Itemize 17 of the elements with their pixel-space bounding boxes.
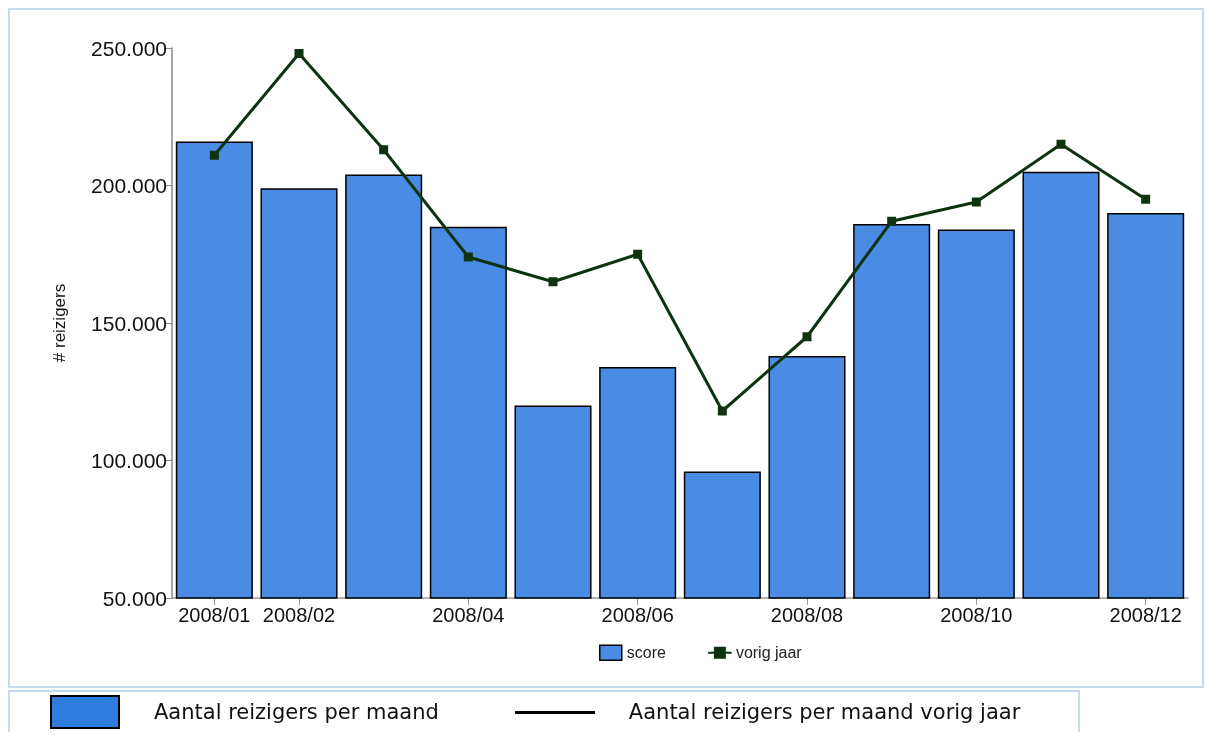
y-tick-label: 100.000 [91,449,167,472]
x-tick-label: 2008/02 [262,604,336,626]
x-tick-label: 2008/08 [770,604,844,626]
y-tick-label: 50.000 [102,586,167,610]
x-tick-label: 2008/01 [178,604,251,626]
x-tick-label: 2008/12 [1109,604,1182,626]
legend-label: score [626,644,666,662]
x-tick-label: 2008/10 [940,604,1013,626]
x-tick-label: 2008/04 [432,604,505,626]
y-axis-title: # reizigers [50,283,69,363]
y-tick-label: 200.000 [91,174,167,197]
y-tick-label: 150.000 [91,311,167,335]
legend-label: vorig jaar [735,644,803,662]
y-tick-label: 250.000 [91,36,167,60]
x-tick-label: 2008/06 [601,604,674,626]
text: Aantal reizigers per maand vorig jaar [628,700,1021,724]
text: Aantal reizigers per maand [154,700,439,724]
